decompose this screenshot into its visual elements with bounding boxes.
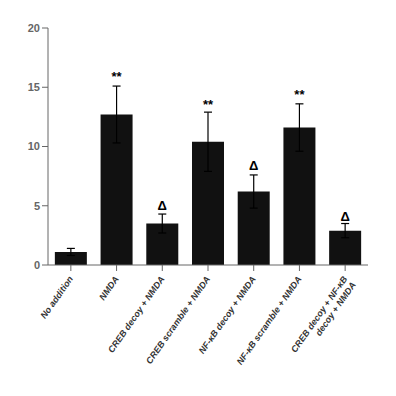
svg-text:10: 10: [28, 140, 40, 152]
svg-text:0: 0: [34, 259, 40, 271]
svg-text:Δ: Δ: [249, 158, 258, 173]
svg-text:CREB decoy + NF-κBdecoy + NMDA: CREB decoy + NF-κBdecoy + NMDA: [289, 274, 358, 361]
svg-text:**: **: [112, 69, 123, 84]
svg-text:**: **: [294, 87, 305, 102]
svg-text:No addition: No addition: [38, 274, 75, 321]
svg-text:5: 5: [34, 200, 40, 212]
svg-text:NF-κB scramble + NMDA: NF-κB scramble + NMDA: [234, 274, 304, 367]
svg-text:Δ: Δ: [340, 209, 349, 224]
svg-text:NMDA: NMDA: [97, 274, 121, 302]
svg-text:NF-κB decoy + NMDA: NF-κB decoy + NMDA: [196, 274, 258, 356]
svg-text:**: **: [203, 97, 214, 112]
svg-text:20: 20: [28, 22, 40, 34]
svg-text:CREB scramble + NMDA: CREB scramble + NMDA: [143, 274, 213, 366]
svg-text:Δ: Δ: [158, 198, 167, 213]
svg-text:CREB decoy + NMDA: CREB decoy + NMDA: [106, 274, 167, 355]
svg-text:15: 15: [28, 81, 40, 93]
